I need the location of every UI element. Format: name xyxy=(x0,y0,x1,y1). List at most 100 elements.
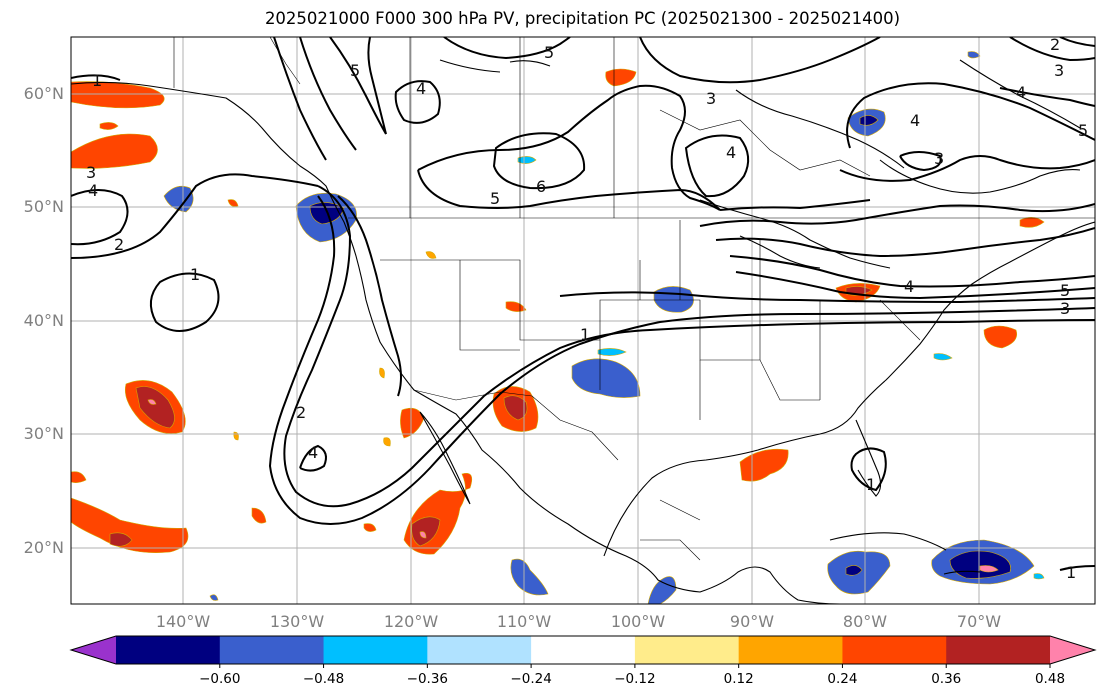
colorbar-extend-low xyxy=(71,636,116,664)
precip-pos-patch xyxy=(425,251,437,259)
pv-contour xyxy=(492,132,586,190)
lat-tick-label: 50°N xyxy=(24,197,64,216)
colorbar-tick-label: −0.60 xyxy=(199,671,240,687)
contour-label: 5 xyxy=(1060,281,1070,300)
colorbar-bin xyxy=(531,636,636,664)
contour-label: 5 xyxy=(1078,121,1088,140)
contour-label: 1 xyxy=(580,325,590,344)
colorbar-bin xyxy=(634,636,740,664)
precip-pos-patch xyxy=(71,133,158,169)
coastlines xyxy=(71,59,1095,604)
pv-contour xyxy=(839,155,1095,182)
colorbar-tick-label: 0.36 xyxy=(931,671,961,687)
pv-contour xyxy=(149,272,220,332)
precip-pos-core xyxy=(503,395,528,421)
contour-label: 4 xyxy=(1016,83,1026,102)
contour-label: 4 xyxy=(904,277,914,296)
lon-tick-label: 110°W xyxy=(497,612,552,631)
contour-label: 1 xyxy=(92,71,102,90)
precip-pos-patch xyxy=(739,448,789,482)
pv-contour xyxy=(850,447,887,492)
precipitation-shading xyxy=(71,51,1045,604)
contour-label: 3 xyxy=(934,149,944,168)
precip-pos-core xyxy=(135,386,175,429)
lon-tick-label: 80°W xyxy=(843,612,887,631)
contour-label: 3 xyxy=(706,89,716,108)
pv-contour xyxy=(899,151,942,172)
precip-neg-patch xyxy=(933,353,953,361)
colorbar-bin xyxy=(116,636,221,664)
precip-pos-patch xyxy=(233,431,239,441)
precip-neg-patch xyxy=(517,156,537,164)
pv-contour xyxy=(337,195,402,397)
colorbar-tick-label: −0.24 xyxy=(510,671,551,687)
colorbar-tick-label: −0.48 xyxy=(303,671,344,687)
precip-pos-patch xyxy=(505,301,527,312)
precip-pos-patch xyxy=(363,523,377,532)
colorbar-bin xyxy=(946,636,1051,664)
pv-contour xyxy=(71,173,319,259)
lon-tick-label: 120°W xyxy=(384,612,439,631)
precip-pos-patch xyxy=(1019,217,1045,228)
pv-contour xyxy=(299,37,357,151)
precip-neg-patch xyxy=(967,51,981,59)
precip-neg-patch xyxy=(597,348,627,356)
colorbar-outline xyxy=(69,635,1097,665)
colorbar-tick-label: 0.48 xyxy=(1035,671,1065,687)
colorbar-bin xyxy=(427,636,532,664)
colorbar-bins xyxy=(71,636,1095,664)
lon-tick-label: 70°W xyxy=(957,612,1001,631)
map-frame xyxy=(70,36,1096,605)
pv-contour xyxy=(273,37,327,161)
gridlines xyxy=(71,37,1095,604)
precip-pos-patch xyxy=(400,407,425,439)
contour-label: 4 xyxy=(416,79,426,98)
contour-label: 1 xyxy=(190,265,200,284)
pv-contour xyxy=(417,169,721,211)
precip-pos-patch xyxy=(251,507,267,524)
contour-label: 3 xyxy=(86,163,96,182)
colorbar-bin xyxy=(738,636,843,664)
lon-tick-label: 100°W xyxy=(611,612,666,631)
pv-contour xyxy=(1059,565,1095,571)
pv-contour xyxy=(268,195,1095,525)
precip-pos-patch xyxy=(383,437,391,447)
contour-label: 4 xyxy=(88,181,98,200)
precip-neg-patch xyxy=(653,286,694,313)
pv-contour xyxy=(1059,37,1095,47)
precip-pos-peak xyxy=(147,399,157,405)
pv-contour xyxy=(639,37,881,84)
colorbar-extend-high xyxy=(1050,636,1095,664)
colorbar: −0.60 −0.48 −0.36 −0.24 −0.12 0.12 0.24 0.36 0.4… xyxy=(69,635,1097,687)
contour-label: 6 xyxy=(536,177,546,196)
pv-contour xyxy=(329,37,387,135)
pv-contour xyxy=(684,134,750,198)
contour-label: 2 xyxy=(296,403,306,422)
precip-pos-peak xyxy=(419,531,427,539)
pv-contours xyxy=(71,37,1095,571)
pv-contour xyxy=(699,203,1095,227)
precip-pos-patch xyxy=(71,471,87,483)
pv-contour xyxy=(71,74,121,81)
pv-contour xyxy=(443,37,571,60)
lon-tick-label: 130°W xyxy=(270,612,325,631)
colorbar-bin xyxy=(842,636,947,664)
precip-pos-patch xyxy=(227,199,239,207)
precip-neg-patch xyxy=(510,558,549,596)
lon-tick-label: 140°W xyxy=(156,612,211,631)
map-title: 2025021000 F000 300 hPa PV, precipitatio… xyxy=(264,9,901,28)
pv-contour xyxy=(846,82,1095,149)
pv-contour xyxy=(417,84,721,211)
contour-label: 1 xyxy=(1066,563,1076,582)
precip-pos-core xyxy=(109,532,133,547)
colorbar-tick-label: −0.36 xyxy=(407,671,448,687)
precip-neg-core xyxy=(845,565,863,576)
precip-pos-patch xyxy=(605,68,637,87)
precip-neg-patch xyxy=(571,358,641,398)
lon-tick-label: 90°W xyxy=(730,612,774,631)
lat-tick-label: 20°N xyxy=(24,538,64,557)
contour-label: 2 xyxy=(114,235,124,254)
colorbar-tick-label: 0.24 xyxy=(827,671,857,687)
precip-neg-patch xyxy=(209,594,219,601)
pv-contour xyxy=(1009,37,1095,62)
